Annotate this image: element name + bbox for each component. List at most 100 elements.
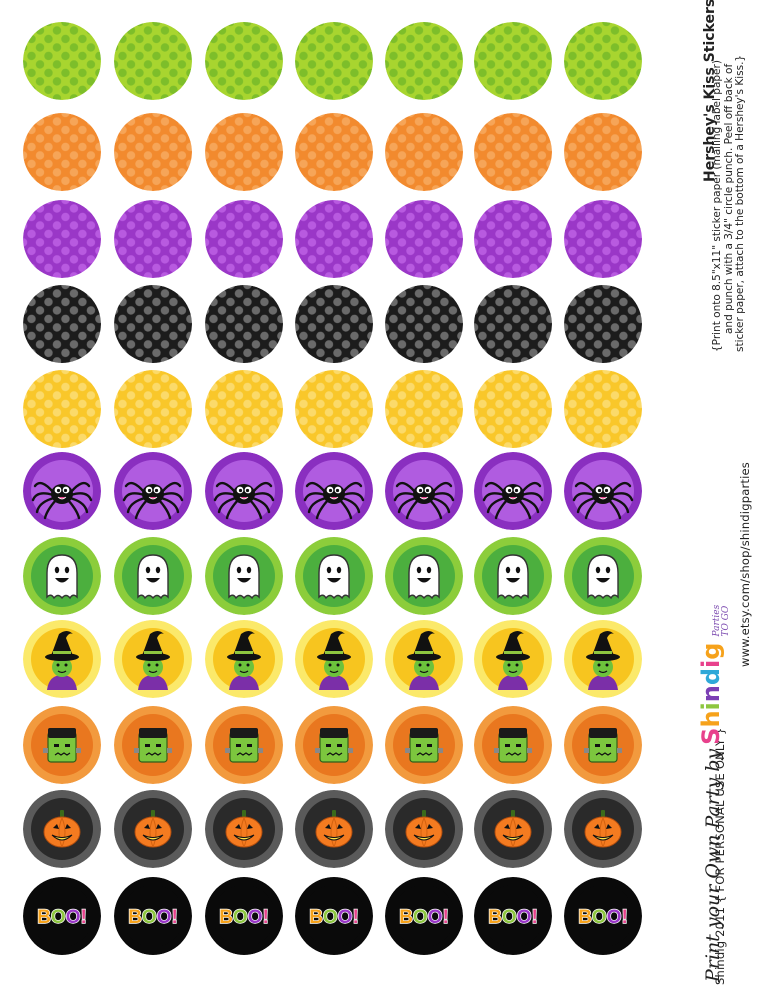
spider-icon <box>122 481 184 520</box>
sticker-ghost <box>385 537 463 615</box>
brand-letter: i <box>697 659 725 668</box>
sticker-witch <box>114 620 192 698</box>
sticker-polka-dots-orange <box>114 113 192 191</box>
pumpkin-icon <box>225 810 263 848</box>
sticker-ghost <box>295 537 373 615</box>
sticker-polka-dots-yellow <box>205 370 283 448</box>
brand-letter: S <box>697 727 725 745</box>
sticker-polka-dots-black <box>474 285 552 363</box>
sticker-polka-dots-purple <box>205 200 283 278</box>
sticker-pumpkin <box>564 790 642 868</box>
sticker-polka-dots-orange <box>564 113 642 191</box>
sticker-ghost <box>114 537 192 615</box>
sticker-boo: BOO! <box>23 877 101 955</box>
ghost-icon <box>46 554 78 600</box>
sticker-polka-dots-purple <box>114 200 192 278</box>
brand-sub-line: TO GO <box>721 605 731 637</box>
ghost-icon <box>318 554 350 600</box>
boo-text: BOO! <box>309 907 359 928</box>
sticker-pumpkin <box>114 790 192 868</box>
sticker-witch <box>564 620 642 698</box>
witch-icon <box>45 631 79 690</box>
sticker-polka-dots-green <box>385 22 463 100</box>
sticker-polka-dots-black <box>205 285 283 363</box>
boo-text: BOO! <box>308 906 359 928</box>
witch-icon <box>317 631 351 690</box>
spider-icon <box>31 481 93 520</box>
ghost-icon <box>408 554 440 600</box>
sticker-pumpkin <box>23 790 101 868</box>
pumpkin-icon <box>405 810 443 848</box>
sticker-polka-dots-yellow <box>23 370 101 448</box>
pumpkin-icon <box>134 810 172 848</box>
spider-icon <box>572 481 634 520</box>
sticker-ghost <box>474 537 552 615</box>
instructions-line: {Print onto 8.5"x11" sticker paper (mail… <box>711 60 723 352</box>
shop-url: www.etsy.com/shop/shindigparties <box>738 462 752 667</box>
sticker-polka-dots-purple <box>474 200 552 278</box>
sticker-polka-dots-black <box>23 285 101 363</box>
sticker-witch <box>205 620 283 698</box>
sticker-frankenstein <box>564 706 642 784</box>
boo-text: BOO! <box>127 906 178 928</box>
witch-icon <box>136 631 170 690</box>
boo-text: BOO! <box>36 906 87 928</box>
sticker-polka-dots-purple <box>385 200 463 278</box>
sticker-polka-dots-yellow <box>564 370 642 448</box>
boo-text: BOO! <box>398 906 449 928</box>
pumpkin-icon <box>43 810 81 848</box>
brand-logo: Shindig <box>697 643 725 745</box>
sticker-polka-dots-yellow <box>385 370 463 448</box>
ghost-icon <box>228 554 260 600</box>
sticker-polka-dots-green <box>295 22 373 100</box>
sticker-witch <box>385 620 463 698</box>
sticker-polka-dots-green <box>474 22 552 100</box>
brand-letter: i <box>697 702 725 711</box>
sticker-spider <box>295 452 373 530</box>
witch-icon <box>496 631 530 690</box>
boo-text: BOO! <box>128 907 178 928</box>
ghost-icon <box>587 554 619 600</box>
sticker-frankenstein <box>114 706 192 784</box>
sticker-ghost <box>23 537 101 615</box>
frankenstein-icon <box>494 728 532 763</box>
sticker-polka-dots-black <box>114 285 192 363</box>
sticker-frankenstein <box>474 706 552 784</box>
frankenstein-icon <box>43 728 81 763</box>
sticker-spider <box>205 452 283 530</box>
boo-text: BOO! <box>37 907 87 928</box>
boo-text: BOO! <box>577 906 628 928</box>
brand-letter: g <box>697 642 725 660</box>
sticker-ghost <box>564 537 642 615</box>
boo-text: BOO! <box>487 906 538 928</box>
witch-icon <box>586 631 620 690</box>
brand-letter: d <box>697 667 725 686</box>
sticker-spider <box>385 452 463 530</box>
sticker-polka-dots-purple <box>23 200 101 278</box>
sticker-spider <box>564 452 642 530</box>
sticker-polka-dots-green <box>114 22 192 100</box>
sticker-polka-dots-yellow <box>114 370 192 448</box>
sticker-polka-dots-green <box>205 22 283 100</box>
sticker-polka-dots-orange <box>23 113 101 191</box>
pumpkin-icon <box>494 810 532 848</box>
spider-icon <box>393 481 455 520</box>
sticker-spider <box>23 452 101 530</box>
sticker-polka-dots-orange <box>385 113 463 191</box>
pumpkin-icon <box>315 810 353 848</box>
boo-text: BOO! <box>399 907 449 928</box>
boo-text: BOO! <box>578 907 628 928</box>
sticker-frankenstein <box>295 706 373 784</box>
sticker-spider <box>474 452 552 530</box>
sticker-polka-dots-yellow <box>474 370 552 448</box>
sticker-boo: BOO! <box>474 877 552 955</box>
instructions-line: sticker paper, attach to the bottom of a… <box>734 54 746 352</box>
sticker-boo: BOO! <box>564 877 642 955</box>
sticker-spider <box>114 452 192 530</box>
sticker-polka-dots-black <box>385 285 463 363</box>
sticker-ghost <box>205 537 283 615</box>
brand-letter: h <box>697 710 725 728</box>
witch-icon <box>227 631 261 690</box>
spider-icon <box>303 481 365 520</box>
